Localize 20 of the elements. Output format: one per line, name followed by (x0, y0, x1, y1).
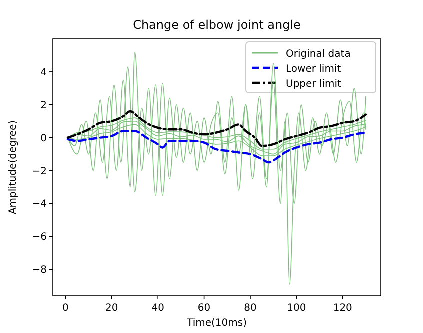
legend-label: Upper limit (286, 79, 342, 90)
y-axis-title: Amplitude(degree) (8, 120, 19, 215)
x-tick-label: 120 (333, 303, 352, 314)
x-tick-label: 80 (244, 303, 257, 314)
x-tick-label: 100 (287, 303, 306, 314)
y-tick-label: 0 (40, 133, 47, 144)
legend-label: Lower limit (286, 64, 342, 75)
legend-label: Original data (286, 49, 351, 60)
x-tick-label: 60 (198, 303, 211, 314)
y-tick-label: 4 (40, 67, 47, 78)
y-tick-label: −6 (32, 232, 47, 244)
x-tick-label: 20 (106, 303, 118, 314)
y-tick-label: −4 (32, 199, 47, 210)
x-axis-title: Time(10ms) (186, 318, 248, 329)
x-tick-label: 0 (62, 303, 69, 314)
chart-title: Change of elbow joint angle (133, 18, 301, 32)
y-tick-label: −8 (32, 265, 47, 276)
y-tick-label: 2 (40, 100, 47, 112)
y-tick-label: −2 (32, 166, 47, 178)
x-tick-label: 40 (152, 303, 164, 314)
